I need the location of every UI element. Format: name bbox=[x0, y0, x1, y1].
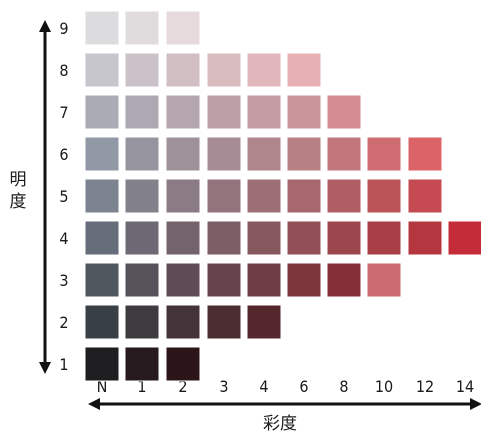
value-axis-title-char: 明 bbox=[10, 170, 27, 190]
color-swatch bbox=[124, 220, 160, 256]
color-swatch bbox=[124, 10, 160, 46]
color-swatch bbox=[366, 262, 402, 298]
color-swatch bbox=[165, 94, 201, 130]
color-swatch bbox=[84, 94, 120, 130]
color-swatch bbox=[84, 220, 120, 256]
color-swatch bbox=[124, 136, 160, 172]
value-label: 5 bbox=[59, 187, 68, 206]
color-swatch bbox=[124, 94, 160, 130]
color-swatch bbox=[326, 178, 362, 214]
value-label: 9 bbox=[59, 19, 68, 38]
color-swatch bbox=[84, 10, 120, 46]
color-swatch bbox=[165, 304, 201, 340]
swatch-grid bbox=[84, 10, 481, 382]
color-swatch bbox=[84, 304, 120, 340]
color-swatch bbox=[165, 262, 201, 298]
color-swatch bbox=[286, 136, 322, 172]
color-swatch bbox=[124, 346, 160, 382]
chroma-axis-title: 彩度 bbox=[263, 414, 297, 434]
color-swatch bbox=[407, 220, 443, 256]
value-labels: 1 2 3 4 5 6 7 8 9 bbox=[59, 19, 68, 374]
color-swatch bbox=[165, 136, 201, 172]
chroma-label: 12 bbox=[416, 377, 434, 396]
color-swatch bbox=[447, 220, 481, 256]
color-swatch bbox=[124, 304, 160, 340]
color-swatch bbox=[206, 304, 242, 340]
color-swatch bbox=[165, 346, 201, 382]
color-swatch bbox=[366, 220, 402, 256]
color-swatch bbox=[246, 262, 282, 298]
color-swatch bbox=[407, 178, 443, 214]
color-swatch bbox=[286, 262, 322, 298]
chroma-label: N bbox=[97, 377, 108, 396]
color-swatch bbox=[165, 178, 201, 214]
color-swatch bbox=[206, 136, 242, 172]
chroma-label: 4 bbox=[259, 377, 268, 396]
color-swatch bbox=[246, 178, 282, 214]
chroma-label: 14 bbox=[456, 377, 474, 396]
value-label: 6 bbox=[59, 145, 68, 164]
color-swatch bbox=[366, 178, 402, 214]
color-swatch bbox=[84, 178, 120, 214]
chroma-label: 6 bbox=[299, 377, 308, 396]
color-swatch bbox=[326, 94, 362, 130]
color-swatch bbox=[407, 136, 443, 172]
value-label: 3 bbox=[59, 271, 68, 290]
color-swatch bbox=[84, 136, 120, 172]
color-swatch bbox=[246, 136, 282, 172]
color-swatch bbox=[286, 220, 322, 256]
chroma-label: 1 bbox=[137, 377, 146, 396]
color-swatch bbox=[286, 52, 322, 88]
value-label: 8 bbox=[59, 61, 68, 80]
color-swatch bbox=[326, 136, 362, 172]
color-swatch bbox=[124, 178, 160, 214]
value-label: 4 bbox=[59, 229, 68, 248]
value-label: 2 bbox=[59, 313, 68, 332]
color-swatch bbox=[246, 304, 282, 340]
color-swatch bbox=[206, 262, 242, 298]
color-swatch bbox=[366, 136, 402, 172]
color-swatch bbox=[206, 94, 242, 130]
color-swatch bbox=[286, 94, 322, 130]
chroma-label: 3 bbox=[219, 377, 228, 396]
chroma-label: 10 bbox=[375, 377, 393, 396]
value-axis-title: 明度 bbox=[10, 170, 27, 212]
color-swatch bbox=[246, 94, 282, 130]
value-label: 1 bbox=[59, 355, 68, 374]
color-swatch bbox=[286, 178, 322, 214]
color-swatch bbox=[124, 52, 160, 88]
color-swatch bbox=[124, 262, 160, 298]
color-swatch bbox=[246, 220, 282, 256]
color-swatch bbox=[326, 220, 362, 256]
color-swatch bbox=[84, 262, 120, 298]
value-axis-title-char: 度 bbox=[10, 192, 27, 212]
color-swatch bbox=[206, 220, 242, 256]
color-swatch bbox=[165, 52, 201, 88]
color-swatch bbox=[246, 52, 282, 88]
color-swatch bbox=[84, 346, 120, 382]
color-swatch bbox=[206, 178, 242, 214]
chroma-label: 2 bbox=[178, 377, 187, 396]
color-swatch bbox=[206, 52, 242, 88]
color-swatch bbox=[165, 10, 201, 46]
value-label: 7 bbox=[59, 103, 68, 122]
chroma-label: 8 bbox=[339, 377, 348, 396]
color-swatch bbox=[165, 220, 201, 256]
color-swatch bbox=[326, 262, 362, 298]
chroma-labels: N 1 2 3 4 6 8 10 12 14 bbox=[97, 377, 475, 396]
color-swatch bbox=[84, 52, 120, 88]
